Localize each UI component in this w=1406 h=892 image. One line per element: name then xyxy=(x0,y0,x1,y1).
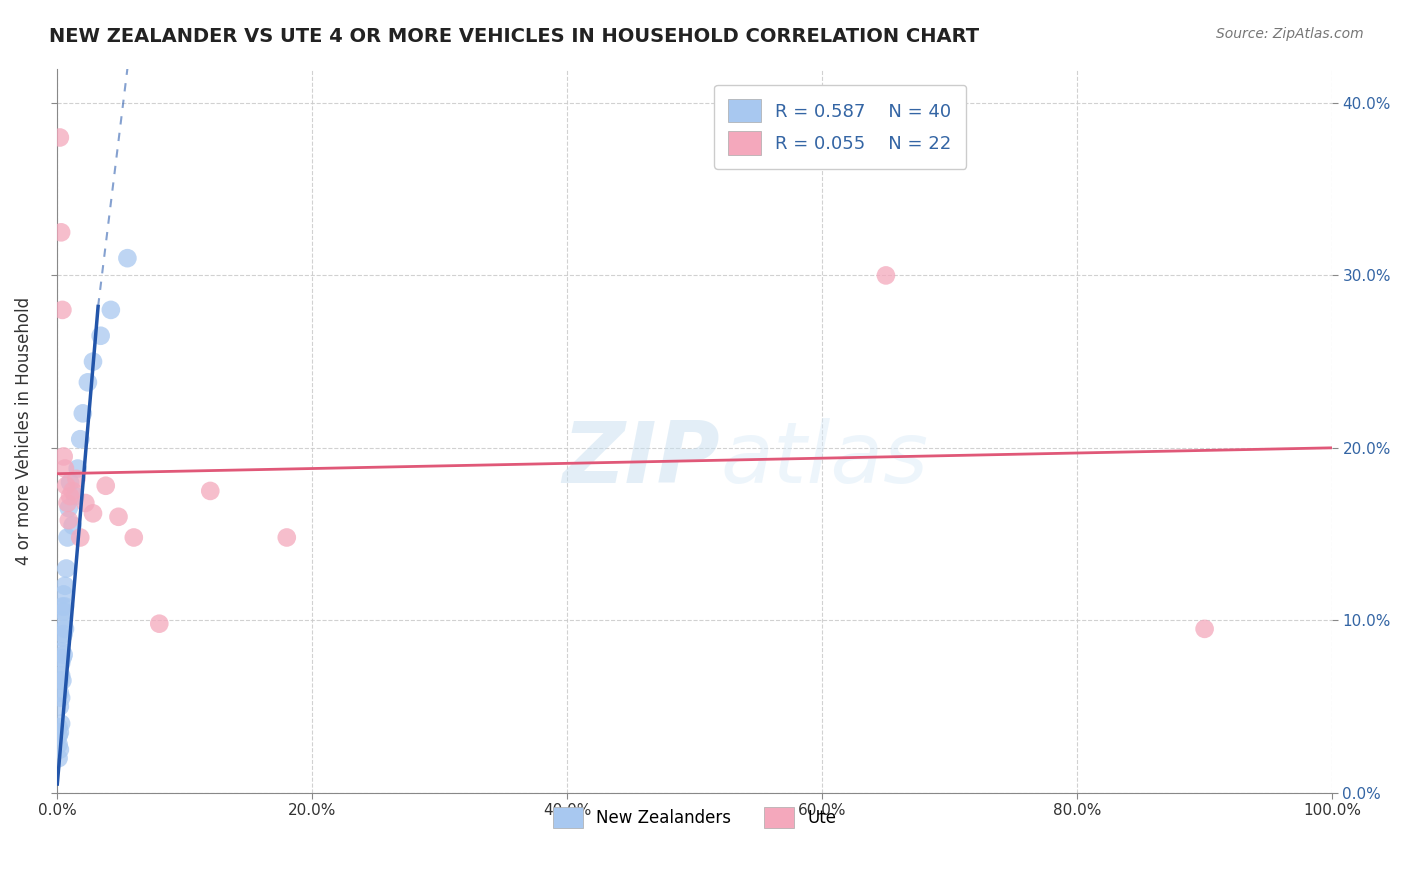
Point xyxy=(55,561,77,575)
Point xyxy=(52,648,75,662)
Point xyxy=(875,268,897,283)
Point xyxy=(49,690,72,705)
Point xyxy=(72,406,94,420)
Point xyxy=(48,729,70,743)
Point xyxy=(276,531,298,545)
Point xyxy=(49,225,72,239)
Point xyxy=(82,354,104,368)
Point xyxy=(49,686,72,700)
Point xyxy=(49,644,72,658)
Point xyxy=(65,472,87,486)
Y-axis label: 4 or more Vehicles in Household: 4 or more Vehicles in Household xyxy=(15,296,32,565)
Point xyxy=(49,742,72,756)
Point xyxy=(52,587,75,601)
Point xyxy=(55,479,77,493)
Point xyxy=(90,328,112,343)
Legend: New Zealanders, Ute: New Zealanders, Ute xyxy=(546,800,844,835)
Point xyxy=(51,613,73,627)
Point xyxy=(56,531,79,545)
Point xyxy=(122,531,145,545)
Point xyxy=(62,518,84,533)
Point xyxy=(49,716,72,731)
Point xyxy=(58,501,80,516)
Point xyxy=(49,699,72,714)
Text: atlas: atlas xyxy=(720,418,928,501)
Point xyxy=(49,673,72,688)
Point xyxy=(75,496,97,510)
Point xyxy=(48,720,70,734)
Point xyxy=(49,657,72,671)
Point xyxy=(53,622,76,636)
Point xyxy=(117,251,139,265)
Point xyxy=(53,599,76,614)
Point xyxy=(59,475,82,490)
Point xyxy=(52,605,75,619)
Point xyxy=(77,376,100,390)
Point xyxy=(51,631,73,645)
Point xyxy=(100,302,122,317)
Point xyxy=(82,506,104,520)
Point xyxy=(148,616,170,631)
Point xyxy=(49,130,72,145)
Point xyxy=(51,302,73,317)
Point xyxy=(51,651,73,665)
Point xyxy=(59,489,82,503)
Point xyxy=(1194,622,1216,636)
Point xyxy=(62,483,84,498)
Point xyxy=(53,461,76,475)
Point xyxy=(107,509,129,524)
Text: Source: ZipAtlas.com: Source: ZipAtlas.com xyxy=(1216,27,1364,41)
Text: NEW ZEALANDER VS UTE 4 OR MORE VEHICLES IN HOUSEHOLD CORRELATION CHART: NEW ZEALANDER VS UTE 4 OR MORE VEHICLES … xyxy=(49,27,980,45)
Point xyxy=(49,725,72,739)
Point xyxy=(48,738,70,752)
Point xyxy=(200,483,222,498)
Point xyxy=(66,461,89,475)
Point xyxy=(51,673,73,688)
Point xyxy=(53,579,76,593)
Point xyxy=(56,496,79,510)
Point xyxy=(52,450,75,464)
Point xyxy=(48,751,70,765)
Point xyxy=(51,599,73,614)
Point xyxy=(63,489,86,503)
Point xyxy=(69,531,91,545)
Point xyxy=(52,627,75,641)
Point xyxy=(69,432,91,446)
Point xyxy=(49,668,72,682)
Point xyxy=(94,479,117,493)
Point xyxy=(58,513,80,527)
Text: ZIP: ZIP xyxy=(562,418,720,501)
